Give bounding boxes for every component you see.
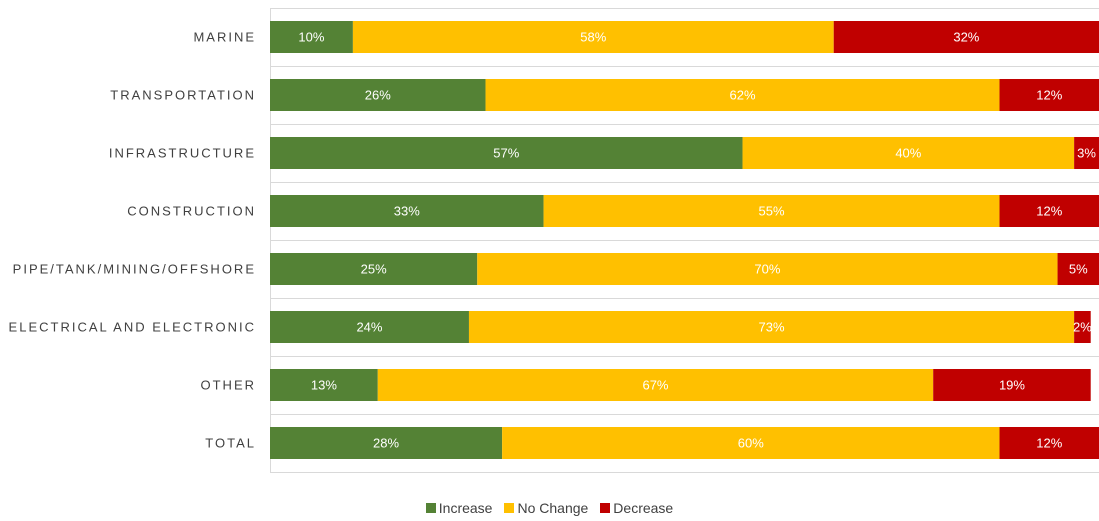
legend-label-decrease: Decrease xyxy=(613,500,674,516)
bar-segment-increase xyxy=(270,137,743,169)
bar-segment-no-change xyxy=(352,21,834,53)
data-label: 58% xyxy=(580,30,606,45)
bar-segment-decrease xyxy=(999,79,1099,111)
data-label: 55% xyxy=(759,204,785,219)
data-label: 70% xyxy=(754,262,780,277)
category-label: MARINE xyxy=(193,30,256,45)
data-label: 40% xyxy=(895,146,921,161)
data-label: 2% xyxy=(1073,320,1092,335)
category-label: INFRASTRUCTURE xyxy=(109,146,256,161)
bar-segment-decrease xyxy=(999,427,1099,459)
legend-item-no-change: No Change xyxy=(504,500,588,516)
legend-swatch-decrease xyxy=(600,503,611,513)
data-label: 12% xyxy=(1036,436,1062,451)
data-label: 3% xyxy=(1077,146,1096,161)
legend-swatch-increase xyxy=(425,503,436,513)
bar-segment-increase xyxy=(270,369,378,401)
bar-segment-increase xyxy=(270,311,469,343)
data-label: 25% xyxy=(361,262,387,277)
bar-segment-decrease xyxy=(1074,311,1091,343)
data-label: 12% xyxy=(1036,204,1062,219)
category-label: CONSTRUCTION xyxy=(127,204,256,219)
bar-segment-no-change xyxy=(477,253,1058,285)
data-label: 62% xyxy=(730,88,756,103)
category-label: OTHER xyxy=(201,378,257,393)
legend: Increase No Change Decrease xyxy=(0,500,1099,516)
bar-segment-no-change xyxy=(485,79,1000,111)
data-label: 28% xyxy=(373,436,399,451)
legend-label-no-change: No Change xyxy=(517,500,589,516)
bar-segment-decrease xyxy=(833,21,1099,53)
data-label: 13% xyxy=(311,378,337,393)
legend-swatch-no-change xyxy=(504,503,515,513)
data-label: 24% xyxy=(356,320,382,335)
bar-segment-increase xyxy=(270,427,503,459)
data-label: 10% xyxy=(298,30,324,45)
data-label: 33% xyxy=(394,204,420,219)
bar-segment-increase xyxy=(270,195,544,227)
data-label: 5% xyxy=(1069,262,1088,277)
data-label: 32% xyxy=(953,30,979,45)
data-label: 26% xyxy=(365,88,391,103)
category-label: TRANSPORTATION xyxy=(110,88,256,103)
category-label: PIPE/TANK/MINING/OFFSHORE xyxy=(13,262,256,277)
bar-segment-decrease xyxy=(999,195,1099,227)
category-label: ELECTRICAL AND ELECTRONIC xyxy=(9,320,256,335)
bar-segment-increase xyxy=(270,253,478,285)
data-label: 73% xyxy=(759,320,785,335)
bar-segment-increase xyxy=(270,21,353,53)
bar-segment-no-change xyxy=(502,427,1000,459)
category-label: TOTAL xyxy=(205,436,256,451)
bar-segment-increase xyxy=(270,79,486,111)
bar-segment-decrease xyxy=(1074,137,1099,169)
data-label: 57% xyxy=(493,146,519,161)
bar-segment-no-change xyxy=(377,369,934,401)
data-label: 67% xyxy=(642,378,668,393)
legend-label-increase: Increase xyxy=(438,500,493,516)
bar-segment-decrease xyxy=(1057,253,1099,285)
bar-segment-no-change xyxy=(543,195,1000,227)
bar-segment-no-change xyxy=(742,137,1075,169)
legend-item-increase: Increase xyxy=(425,500,493,516)
data-label: 19% xyxy=(999,378,1025,393)
data-label: 12% xyxy=(1036,88,1062,103)
bar-segment-no-change xyxy=(468,311,1075,343)
bar-segment-decrease xyxy=(933,369,1091,401)
data-label: 60% xyxy=(738,436,764,451)
legend-item-decrease: Decrease xyxy=(600,500,673,516)
